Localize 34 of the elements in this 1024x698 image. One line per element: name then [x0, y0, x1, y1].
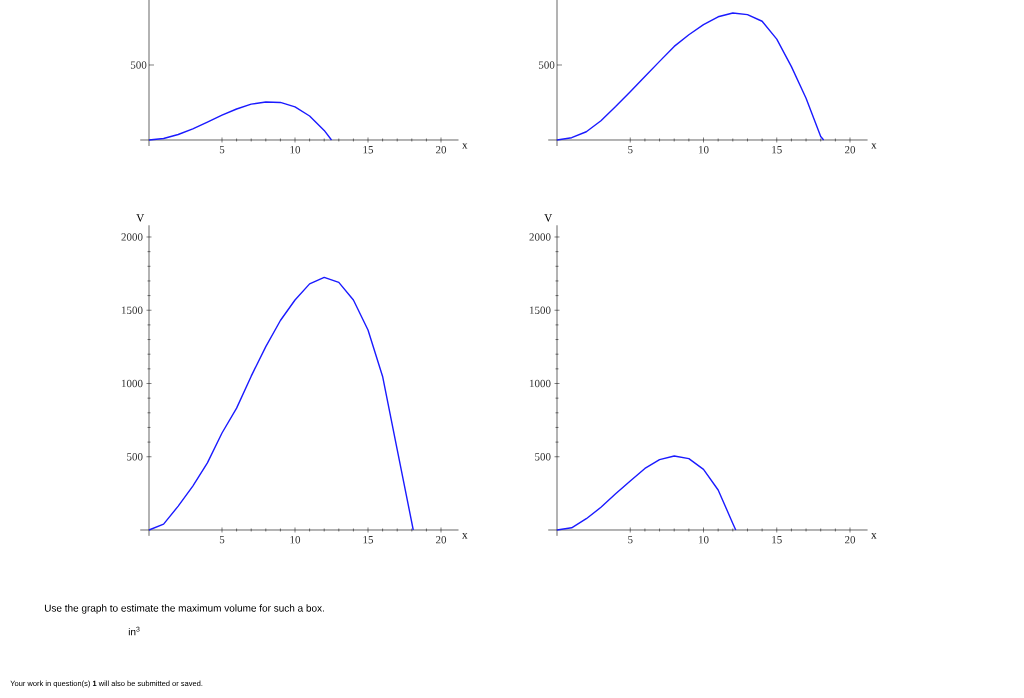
x-tick-label: 5 [628, 536, 633, 544]
x-tick-label: 15 [772, 146, 782, 154]
y-tick-label: 1000 [121, 379, 143, 388]
x-axis-title: x [871, 533, 877, 539]
x-axis-title: x [871, 143, 877, 149]
y-tick-label: 1500 [529, 306, 551, 314]
x-tick-label: 10 [290, 146, 301, 154]
y-tick-label: 2000 [121, 233, 143, 241]
y-tick-label: 2000 [529, 233, 551, 241]
y-tick-label: 500 [535, 453, 551, 461]
y-tick-label: 1000 [529, 379, 551, 388]
x-tick-label: 5 [628, 146, 633, 154]
x-tick-label: 5 [219, 536, 225, 544]
x-tick-label: 20 [845, 146, 856, 154]
y-axis-title: V [136, 214, 145, 222]
x-tick-label: 10 [290, 536, 301, 544]
x-tick-label: 10 [698, 536, 709, 544]
x-tick-label: 5 [219, 146, 225, 154]
x-tick-label: 20 [436, 536, 447, 544]
x-axis-title: x [462, 143, 468, 149]
x-axis-title: x [462, 533, 468, 539]
x-tick-label: 10 [698, 146, 709, 154]
y-axis-title: V [544, 214, 553, 222]
x-tick-label: 15 [363, 536, 374, 544]
line-series [556, 455, 737, 531]
x-tick-label: 15 [772, 536, 782, 544]
x-tick-label: 15 [363, 146, 374, 154]
text: in$^{3}$ [128, 626, 140, 636]
x-tick-label: 20 [435, 146, 447, 154]
line-series [148, 276, 414, 531]
y-tick-label: 500 [127, 453, 143, 461]
text: Use the graph to estimate the maximum volume for such a box. [44, 604, 324, 614]
y-tick-label: 1500 [121, 306, 143, 314]
x-tick-label: 20 [845, 536, 856, 544]
